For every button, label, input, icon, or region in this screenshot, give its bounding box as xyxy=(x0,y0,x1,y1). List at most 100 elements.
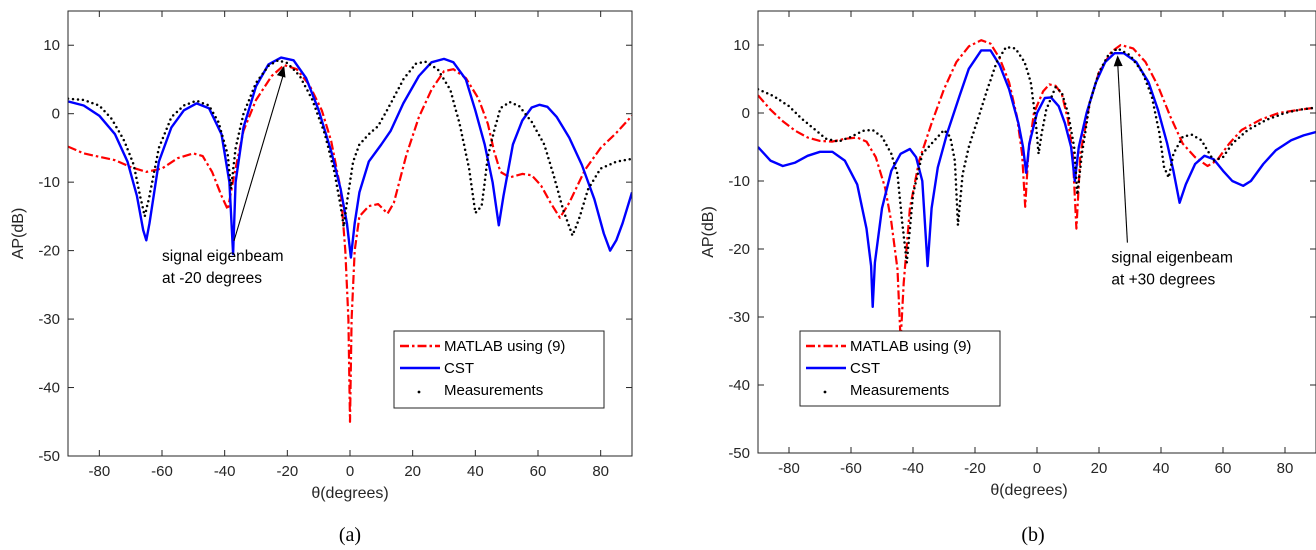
data-point xyxy=(397,86,401,90)
data-point xyxy=(1035,126,1038,130)
data-point xyxy=(383,113,386,116)
data-point xyxy=(982,98,986,101)
data-point xyxy=(233,151,237,155)
data-point xyxy=(218,125,221,128)
data-point xyxy=(1097,72,1100,75)
data-point xyxy=(898,196,902,199)
data-point xyxy=(128,152,131,156)
data-point xyxy=(292,68,296,72)
data-point xyxy=(71,97,75,101)
data-point xyxy=(229,183,232,187)
data-point xyxy=(992,69,995,73)
data-point xyxy=(1003,47,1007,50)
data-point xyxy=(1012,46,1016,50)
data-point xyxy=(1091,91,1094,95)
data-point xyxy=(578,216,581,220)
data-point xyxy=(500,106,504,109)
data-point xyxy=(223,144,227,147)
data-point xyxy=(1114,48,1117,52)
annotation-line-2: at -20 degrees xyxy=(162,270,262,287)
data-point xyxy=(908,231,911,235)
data-point xyxy=(894,166,897,170)
legend-label: CST xyxy=(850,360,880,377)
data-point xyxy=(897,181,900,185)
x-tick-label: -60 xyxy=(151,463,173,480)
data-point xyxy=(122,138,126,142)
data-point xyxy=(350,172,353,175)
data-point xyxy=(459,128,463,132)
data-point xyxy=(962,169,965,173)
data-point xyxy=(495,119,499,123)
chart-panel-1: -80 -60 -40 -20 0 20 40 60 80 -50 -40 -30 -20 -10 0 10 θ… xyxy=(10,10,633,546)
data-point xyxy=(1154,116,1158,119)
data-point xyxy=(1249,127,1252,130)
data-point xyxy=(155,155,159,159)
data-point xyxy=(613,160,617,164)
data-point xyxy=(325,140,329,144)
data-point xyxy=(231,171,235,175)
data-point xyxy=(1078,175,1081,178)
data-point xyxy=(876,132,879,135)
data-point xyxy=(1122,50,1126,54)
data-point xyxy=(1159,140,1162,144)
data-point xyxy=(1151,101,1155,104)
legend: MATLAB using (9) CST Measurements xyxy=(799,330,1001,407)
data-point xyxy=(390,100,394,103)
data-point xyxy=(1209,155,1213,158)
data-point xyxy=(112,121,116,124)
data-point xyxy=(481,198,484,201)
data-point xyxy=(1267,117,1270,121)
annotation-line-1: signal eigenbeam xyxy=(1111,250,1233,267)
x-tick-label: -20 xyxy=(964,460,986,477)
data-point xyxy=(471,192,474,196)
series-matlab xyxy=(758,39,1316,342)
data-point xyxy=(388,104,391,108)
data-point xyxy=(1090,96,1093,99)
data-point xyxy=(228,178,232,182)
data-point xyxy=(1127,53,1130,56)
y-axis-label: AP(dB) xyxy=(700,206,717,258)
data-point xyxy=(597,170,600,174)
data-point xyxy=(957,214,961,218)
data-point xyxy=(790,108,794,111)
data-point xyxy=(1190,133,1194,137)
data-point xyxy=(335,184,339,187)
data-point xyxy=(552,176,556,179)
data-point xyxy=(554,180,557,184)
data-point xyxy=(1025,67,1028,71)
data-point xyxy=(892,162,896,165)
data-point xyxy=(154,160,158,164)
data-point xyxy=(183,104,186,107)
y-tick-label: 10 xyxy=(43,37,60,54)
data-point xyxy=(594,175,598,178)
data-point xyxy=(906,251,909,255)
data-point xyxy=(1258,122,1261,125)
data-point xyxy=(1101,63,1105,67)
data-point xyxy=(352,157,356,161)
x-tick-label: 0 xyxy=(1033,460,1041,477)
data-point xyxy=(356,148,359,151)
data-point xyxy=(442,77,445,80)
data-point xyxy=(916,172,920,175)
data-point xyxy=(919,157,923,161)
data-point xyxy=(1052,90,1055,94)
data-point xyxy=(954,183,958,186)
data-point xyxy=(1054,86,1057,89)
y-tick-label: -20 xyxy=(728,241,750,258)
data-point xyxy=(253,85,256,88)
data-point xyxy=(230,181,233,185)
data-point xyxy=(242,112,245,116)
data-point xyxy=(911,196,914,200)
data-point xyxy=(899,201,902,204)
data-point xyxy=(1155,120,1159,124)
data-point xyxy=(149,190,152,193)
data-point xyxy=(567,223,570,227)
data-point xyxy=(1038,143,1042,147)
data-point xyxy=(498,110,501,113)
data-point xyxy=(308,93,312,97)
data-point xyxy=(1204,146,1208,150)
data-point xyxy=(530,120,534,124)
data-point xyxy=(944,130,947,134)
data-point xyxy=(480,203,484,206)
data-point xyxy=(461,138,465,142)
